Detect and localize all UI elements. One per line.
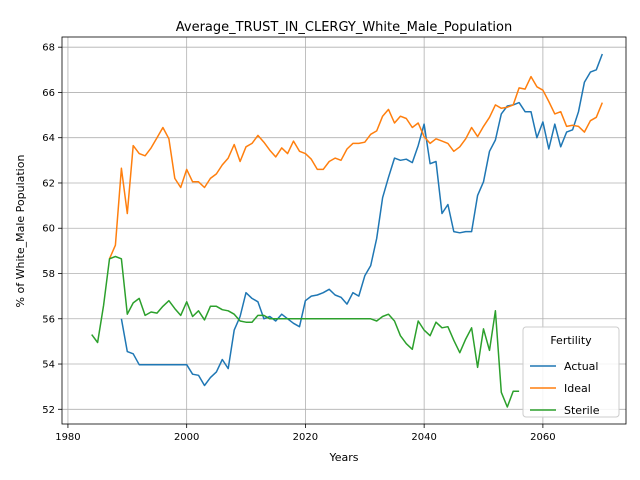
legend-label-sterile: Sterile xyxy=(564,404,600,417)
chart-title: Average_TRUST_IN_CLERGY_White_Male_Popul… xyxy=(176,20,512,35)
series-line-actual xyxy=(120,53,604,387)
legend-label-actual: Actual xyxy=(564,360,598,373)
grid-lines xyxy=(62,37,626,424)
x-tick-label: 2040 xyxy=(411,432,436,443)
legend-title: Fertility xyxy=(550,334,592,347)
legend: Fertility Actual Ideal Sterile xyxy=(522,326,620,418)
series-line-ideal xyxy=(108,75,603,260)
series-line-sterile xyxy=(91,255,520,408)
legend-items: Actual Ideal Sterile xyxy=(530,360,600,417)
y-tick-label: 54 xyxy=(42,360,55,371)
y-tick-label: 68 xyxy=(42,43,55,54)
y-tick-label: 56 xyxy=(42,314,55,325)
x-tick-label: 2020 xyxy=(293,432,318,443)
series-lines xyxy=(91,53,604,408)
plot-frame xyxy=(61,36,627,425)
x-tick-label: 1980 xyxy=(55,432,80,443)
x-tick-label: 2060 xyxy=(530,432,555,443)
y-tick-label: 64 xyxy=(42,133,55,144)
y-tick-label: 62 xyxy=(42,178,55,189)
x-axis-title: Years xyxy=(328,451,358,464)
y-tick-label: 58 xyxy=(42,269,55,280)
x-axis: 1980 2000 2020 2040 2060 xyxy=(55,424,556,443)
legend-label-ideal: Ideal xyxy=(564,382,591,395)
x-tick-label: 2000 xyxy=(174,432,199,443)
legend-box xyxy=(522,326,620,418)
y-axis: 52 54 56 58 60 62 64 66 68 xyxy=(42,43,62,416)
y-tick-label: 52 xyxy=(42,405,55,416)
y-axis-title: % of White_Male Population xyxy=(14,155,27,308)
y-tick-label: 66 xyxy=(42,88,55,99)
y-tick-label: 60 xyxy=(42,224,55,235)
